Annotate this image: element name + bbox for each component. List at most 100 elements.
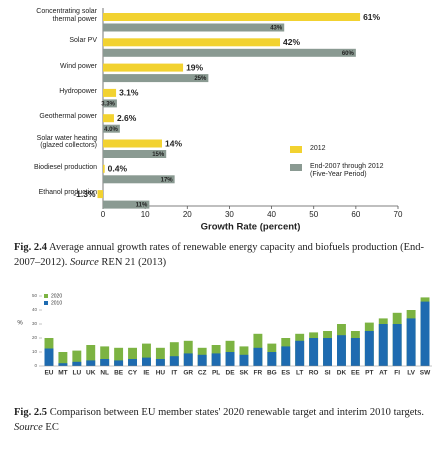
legend-label: 2012 bbox=[310, 145, 326, 152]
category-label: Concentrating solar thermal power bbox=[36, 8, 97, 23]
legend-swatch bbox=[290, 146, 302, 153]
caption-source: REN 21 (2013) bbox=[101, 257, 167, 269]
bar bbox=[103, 124, 120, 133]
chart: 0 10 20 30 40 50% EU MT LU UK NL BE CY IE HU IT GR CZ PL DE… bbox=[17, 293, 432, 377]
y-tick-label: 40 bbox=[32, 307, 38, 312]
category-label: Solar water heating (glazed collectors) bbox=[36, 134, 97, 150]
value-label: 61% bbox=[363, 12, 380, 22]
x-tick-label: 30 bbox=[225, 210, 234, 219]
bar bbox=[183, 340, 193, 366]
bar bbox=[103, 150, 167, 158]
value-label: 14% bbox=[165, 138, 182, 148]
bar bbox=[114, 360, 124, 366]
caption-label: Fig. 2.5 bbox=[14, 407, 48, 418]
x-tick-label: LU bbox=[72, 370, 81, 377]
bar bbox=[142, 343, 151, 366]
y-tick-label: 50 bbox=[32, 293, 38, 298]
caption-text: Average annual growth rates of renewable… bbox=[14, 242, 424, 269]
bar bbox=[128, 359, 137, 366]
caption-source-label: Source bbox=[14, 422, 43, 434]
bar bbox=[128, 347, 137, 366]
x-tick-label: NL bbox=[100, 370, 109, 377]
x-tick-label: BE bbox=[114, 370, 124, 377]
x-tick-label: CZ bbox=[198, 370, 207, 377]
value-label: 43% bbox=[270, 26, 283, 32]
x-tick-label: 70 bbox=[394, 210, 403, 219]
value-label: 15% bbox=[152, 152, 165, 158]
bar bbox=[281, 346, 291, 366]
bar bbox=[103, 38, 280, 47]
bar bbox=[58, 363, 68, 366]
x-tick-label: FR bbox=[254, 370, 263, 377]
bar bbox=[100, 359, 110, 366]
bar bbox=[169, 342, 179, 366]
caption-text: Comparison between EU member states' 202… bbox=[49, 407, 425, 418]
x-tick-label: 20 bbox=[183, 210, 192, 219]
category-label: Ethanol production bbox=[38, 189, 97, 197]
value-label: 17% bbox=[161, 177, 174, 183]
bar bbox=[114, 347, 124, 366]
x-tick-label: PT bbox=[365, 370, 373, 377]
y-tick-label: 10 bbox=[32, 349, 38, 354]
bar bbox=[103, 200, 150, 209]
value-label: 2.6% bbox=[117, 113, 137, 123]
bar bbox=[86, 360, 96, 366]
category-label: Hydropower bbox=[59, 87, 97, 95]
bar bbox=[337, 335, 346, 366]
x-tick-label: 60 bbox=[351, 210, 360, 219]
value-label: 3.3% bbox=[101, 101, 115, 107]
bar bbox=[103, 23, 285, 32]
bar bbox=[103, 164, 105, 173]
x-tick-label: UK bbox=[86, 370, 96, 377]
bar bbox=[103, 74, 209, 83]
x-tick-label: GR bbox=[183, 370, 193, 377]
x-tick-label: EE bbox=[351, 370, 360, 377]
caption-label: Fig. 2.4 bbox=[14, 242, 47, 253]
bar bbox=[392, 324, 402, 366]
x-tick-label: HU bbox=[156, 370, 166, 377]
bar bbox=[364, 331, 374, 366]
legend-swatch bbox=[44, 294, 48, 298]
legend-swatch bbox=[44, 301, 48, 305]
bar bbox=[103, 63, 184, 72]
category-label: Wind power bbox=[60, 62, 97, 70]
value-label: 3.1% bbox=[119, 88, 139, 98]
category-label: Solar PV bbox=[69, 37, 97, 45]
x-tick-label: LV bbox=[407, 370, 415, 377]
bar bbox=[225, 352, 235, 366]
bar bbox=[253, 347, 263, 366]
value-label: 0.4% bbox=[108, 164, 128, 174]
bar bbox=[86, 345, 96, 366]
bar bbox=[97, 190, 103, 199]
bar bbox=[169, 356, 179, 366]
value-label: 42% bbox=[283, 37, 300, 47]
caption: Fig. 2.4 Average annual growth rates of … bbox=[14, 240, 424, 270]
x-tick-label: 40 bbox=[267, 210, 276, 219]
bar bbox=[406, 318, 416, 366]
bar bbox=[72, 361, 82, 366]
bar bbox=[142, 357, 151, 366]
legend-swatch bbox=[290, 164, 302, 171]
x-tick-label: EU bbox=[44, 370, 53, 377]
bar bbox=[100, 346, 110, 366]
caption-source-label: Source bbox=[70, 257, 99, 269]
category-label: Biodiesel production bbox=[33, 163, 97, 171]
x-axis-title: Growth Rate (percent) bbox=[201, 222, 301, 232]
bar bbox=[350, 338, 360, 366]
x-tick-label: CY bbox=[128, 370, 138, 377]
bar bbox=[267, 352, 277, 366]
x-tick-label: PL bbox=[212, 370, 220, 377]
category-label: Geothermal power bbox=[39, 113, 97, 121]
legend-label: 2020 bbox=[51, 293, 62, 299]
y-axis-title: % bbox=[17, 321, 23, 327]
x-tick-label: IT bbox=[171, 370, 177, 377]
bar bbox=[103, 139, 162, 148]
x-tick-label: FI bbox=[394, 370, 400, 377]
bar bbox=[103, 13, 361, 21]
bar bbox=[211, 353, 221, 366]
chart: 0 10 20 30 40 50 60 70 Growth Rate (percent) 61% 4… bbox=[73, 8, 403, 232]
value-label: 4.0% bbox=[104, 127, 118, 133]
x-tick-label: 10 bbox=[141, 210, 150, 219]
x-tick-label: SK bbox=[239, 370, 248, 377]
